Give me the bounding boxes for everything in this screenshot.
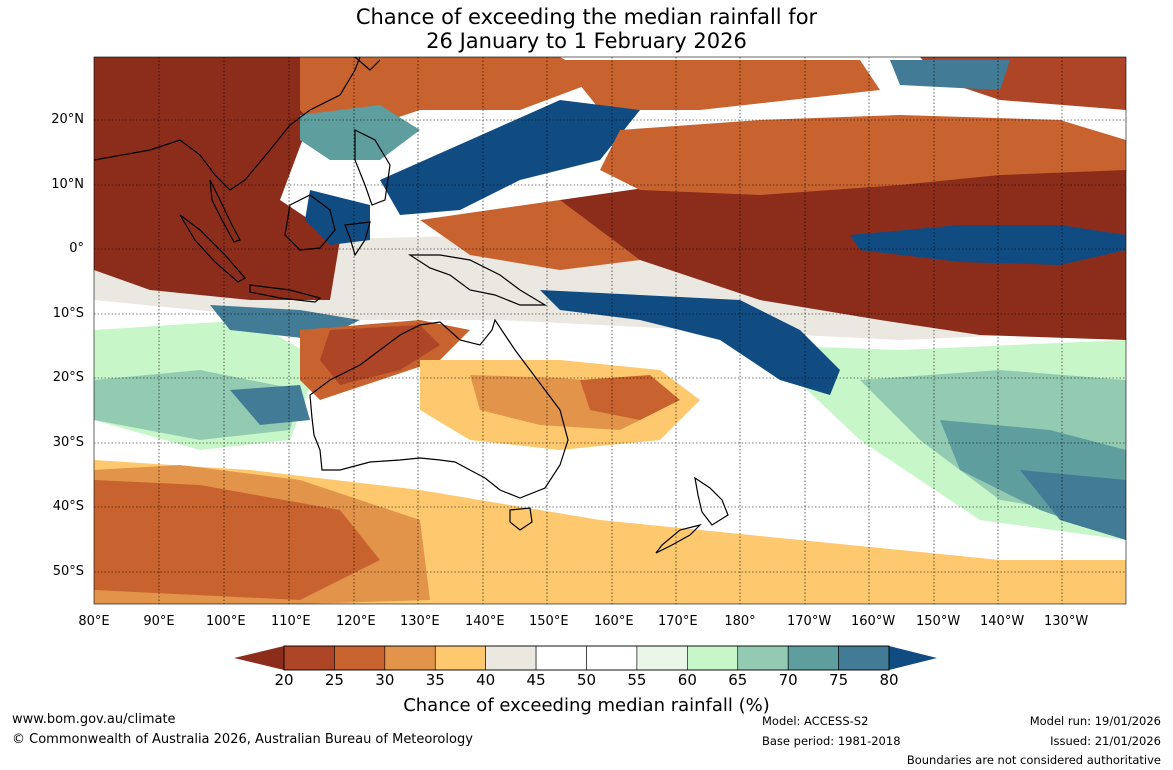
map-title-line-2: 26 January to 1 February 2026: [426, 29, 747, 53]
colorbar-right-arrow: [889, 646, 937, 670]
colorbar-tick-label: 35: [425, 671, 445, 689]
colorbar-tick-label: 20: [274, 671, 294, 689]
colorbar: [234, 645, 937, 671]
field-band-orange: [600, 115, 1126, 195]
field-band-orange: [420, 200, 640, 270]
field-band-orange: [94, 480, 380, 600]
colorbar-cell: [586, 645, 638, 671]
x-tick-label: 80°E: [78, 614, 110, 629]
colorbar-tick-label: 70: [778, 671, 798, 689]
java-coastline: [249, 284, 322, 303]
coastlines: [93, 56, 729, 554]
x-tick-label: 110°E: [271, 614, 311, 629]
colorbar-cell: [535, 645, 587, 671]
y-tick-label: 10°N: [51, 177, 84, 192]
y-tick-label: 50°S: [52, 564, 84, 579]
map-title-line-1: Chance of exceeding the median rainfall …: [355, 5, 818, 29]
footer-url: www.bom.gov.au/climate: [12, 712, 176, 727]
colorbar-cell: [787, 645, 839, 671]
colorbar-tick-label: 45: [526, 671, 546, 689]
new-zealand-north-coastline: [694, 476, 729, 526]
field-band-blue-deep: [850, 225, 1126, 265]
field-band-blue-deep: [380, 100, 640, 215]
colorbar-tick-label: 30: [375, 671, 395, 689]
sumatra-coastline: [179, 214, 246, 283]
y-tick-label: 10°S: [52, 306, 84, 321]
new-zealand-south-coastline: [655, 523, 702, 554]
y-tick-label: 30°S: [52, 435, 84, 450]
map-frame: [93, 56, 1127, 605]
y-tick-label: 20°N: [51, 112, 84, 127]
colorbar-cell: [737, 645, 789, 671]
x-tick-label: 130°E: [400, 614, 440, 629]
x-tick-label: 120°E: [336, 614, 376, 629]
field-band-orange: [580, 375, 680, 420]
colorbar-cell: [283, 645, 335, 671]
colorbar-cell: [334, 645, 386, 671]
y-tick-label: 20°S: [52, 370, 84, 385]
colorbar-cell: [384, 645, 436, 671]
x-tick-label: 140°W: [980, 614, 1025, 629]
graticule: [94, 57, 1126, 604]
field-band-blue: [1020, 470, 1126, 540]
tasmania-coastline: [509, 507, 533, 531]
field-band-blue: [890, 60, 1010, 90]
field-band-teal: [94, 370, 300, 440]
footer-copyright: © Commonwealth of Australia 2026, Austra…: [12, 732, 473, 747]
colorbar-left-arrow: [234, 646, 284, 670]
x-tick-label: 170°W: [787, 614, 832, 629]
colorbar-tick-label: 50: [576, 671, 597, 689]
australia-coastline: [309, 318, 569, 499]
field-band-dark-brown: [560, 150, 1126, 340]
x-tick-label: 150°E: [529, 614, 569, 629]
y-tick-label: 0°: [69, 241, 84, 256]
colorbar-tick-label: 55: [627, 671, 647, 689]
malay-peninsula-coastline: [209, 179, 241, 243]
colorbar-cell: [434, 645, 486, 671]
colorbar-title: Chance of exceeding median rainfall (%): [403, 695, 770, 716]
x-tick-label: 180°: [724, 614, 756, 629]
colorbar-outline: [283, 645, 890, 671]
colorbar-tick-label: 60: [677, 671, 697, 689]
footer-issued: Issued: 21/01/2026: [1050, 734, 1161, 748]
field-band-dark-brown: [94, 57, 340, 300]
x-tick-label: 140°E: [465, 614, 505, 629]
new-guinea-coastline: [407, 254, 548, 306]
rainfall-probability-field: [94, 57, 1126, 604]
colorbar-tick-label: 75: [829, 671, 849, 689]
footer-model-run: Model run: 19/01/2026: [1029, 714, 1161, 728]
japan-coastline: [354, 56, 381, 71]
colorbar-cell: [838, 645, 890, 671]
borneo-coastline: [284, 194, 336, 251]
y-tick-label: 40°S: [52, 499, 84, 514]
field-band-blue-deep: [540, 290, 840, 395]
x-tick-label: 160°W: [851, 614, 896, 629]
colorbar-tick-label: 80: [879, 671, 899, 689]
field-band-orange: [560, 60, 880, 110]
x-tick-label: 170°E: [658, 614, 698, 629]
field-band-blue: [230, 385, 310, 425]
colorbar-cell: [636, 645, 688, 671]
x-tick-label: 160°E: [594, 614, 634, 629]
colorbar-tick-label: 65: [728, 671, 748, 689]
colorbar-cell: [687, 645, 739, 671]
colorbar-cell: [485, 645, 537, 671]
footer-base-period: Base period: 1981-2018: [762, 734, 901, 748]
footer-model: Model: ACCESS-S2: [762, 714, 869, 728]
footer-disclaimer: Boundaries are not considered authoritat…: [906, 753, 1161, 767]
x-tick-label: 100°E: [206, 614, 246, 629]
x-tick-label: 150°W: [916, 614, 961, 629]
colorbar-tick-label: 25: [324, 671, 344, 689]
x-tick-label: 90°E: [143, 614, 175, 629]
colorbar-tick-label: 40: [476, 671, 496, 689]
sulawesi-coastline: [344, 221, 371, 257]
philippines-coastline: [354, 129, 391, 206]
asia-mainland-coastline: [93, 56, 361, 191]
x-tick-label: 130°W: [1044, 614, 1089, 629]
